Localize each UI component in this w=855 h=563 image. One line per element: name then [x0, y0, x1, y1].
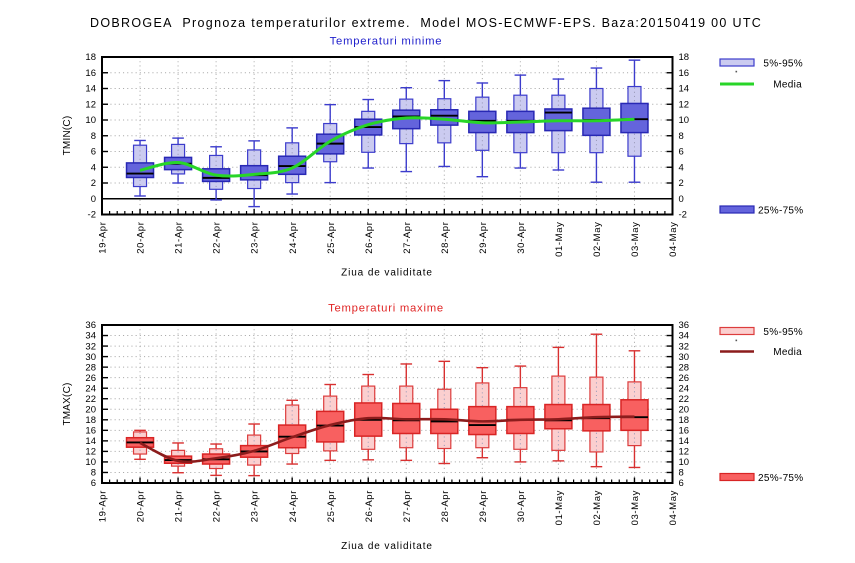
svg-text:25-Apr: 25-Apr — [326, 222, 337, 254]
svg-text:16: 16 — [85, 426, 96, 437]
svg-text:-2: -2 — [88, 210, 96, 221]
svg-text:03-May: 03-May — [630, 490, 641, 525]
svg-text:24: 24 — [679, 383, 690, 394]
svg-text:16: 16 — [679, 68, 690, 79]
svg-text:23-Apr: 23-Apr — [250, 490, 261, 522]
svg-text:30-Apr: 30-Apr — [516, 222, 527, 254]
svg-text:22-Apr: 22-Apr — [212, 490, 223, 522]
svg-text:Media: Media — [773, 347, 802, 358]
svg-text:24-Apr: 24-Apr — [288, 490, 299, 522]
svg-text:23-Apr: 23-Apr — [250, 222, 261, 254]
svg-text:Temperaturi maxime: Temperaturi maxime — [328, 303, 444, 315]
svg-text:28-Apr: 28-Apr — [440, 222, 451, 254]
svg-text:29-Apr: 29-Apr — [478, 222, 489, 254]
svg-text:32: 32 — [85, 341, 96, 352]
svg-text:34: 34 — [679, 331, 690, 342]
svg-text:30: 30 — [679, 352, 690, 363]
svg-text:20: 20 — [679, 404, 690, 415]
svg-text:28-Apr: 28-Apr — [440, 490, 451, 522]
svg-text:28: 28 — [85, 362, 96, 373]
svg-text:32: 32 — [679, 341, 690, 352]
svg-text:TMIN(C): TMIN(C) — [62, 116, 73, 156]
svg-text:16: 16 — [85, 68, 96, 79]
svg-text:21-Apr: 21-Apr — [174, 490, 185, 522]
svg-text:Ziua de validitate: Ziua de validitate — [341, 541, 433, 552]
svg-text:18: 18 — [85, 52, 96, 63]
svg-text:14: 14 — [679, 84, 690, 95]
svg-text:0: 0 — [91, 194, 96, 205]
svg-text:12: 12 — [85, 99, 96, 110]
svg-text:18: 18 — [85, 415, 96, 426]
svg-text:12: 12 — [679, 447, 690, 458]
svg-text:04-May: 04-May — [668, 490, 679, 525]
svg-text:04-May: 04-May — [668, 222, 679, 257]
svg-text:01-May: 01-May — [554, 222, 565, 257]
svg-text:26: 26 — [679, 373, 690, 384]
svg-text:6: 6 — [91, 478, 96, 489]
svg-text:21-Apr: 21-Apr — [174, 222, 185, 254]
svg-text:36: 36 — [85, 320, 96, 331]
svg-text:26-Apr: 26-Apr — [364, 222, 375, 254]
svg-text:12: 12 — [85, 447, 96, 458]
svg-text:DOBROGEA Prognoza temperaturi: DOBROGEA Prognoza temperaturilor extreme… — [90, 16, 762, 30]
svg-text:25%-75%: 25%-75% — [758, 473, 803, 484]
svg-text:10: 10 — [679, 115, 690, 126]
svg-text:4: 4 — [679, 162, 684, 173]
svg-text:Media: Media — [773, 80, 802, 91]
svg-text:0: 0 — [679, 194, 684, 205]
svg-text:02-May: 02-May — [592, 490, 603, 525]
svg-text:10: 10 — [679, 457, 690, 468]
svg-text:03-May: 03-May — [630, 222, 641, 257]
svg-text:20-Apr: 20-Apr — [136, 222, 147, 254]
svg-text:4: 4 — [91, 162, 96, 173]
svg-text:18: 18 — [679, 52, 690, 63]
svg-text:36: 36 — [679, 320, 690, 331]
svg-text:6: 6 — [91, 147, 96, 158]
svg-text:5%-95%: 5%-95% — [763, 59, 803, 70]
svg-text:34: 34 — [85, 331, 96, 342]
svg-text:27-Apr: 27-Apr — [402, 490, 413, 522]
svg-text:25-Apr: 25-Apr — [326, 490, 337, 522]
svg-text:02-May: 02-May — [592, 222, 603, 257]
svg-text:8: 8 — [91, 131, 96, 142]
svg-text:29-Apr: 29-Apr — [478, 490, 489, 522]
svg-text:19-Apr: 19-Apr — [98, 222, 109, 254]
svg-text:26: 26 — [85, 373, 96, 384]
svg-text:10: 10 — [85, 115, 96, 126]
svg-text:28: 28 — [679, 362, 690, 373]
svg-text:8: 8 — [91, 468, 96, 479]
svg-text:2: 2 — [679, 178, 684, 189]
svg-text:Temperaturi minime: Temperaturi minime — [330, 36, 443, 48]
svg-text:-2: -2 — [679, 210, 687, 221]
svg-text:14: 14 — [679, 436, 690, 447]
svg-text:22: 22 — [679, 394, 690, 405]
svg-text:16: 16 — [679, 426, 690, 437]
svg-text:8: 8 — [679, 468, 684, 479]
svg-text:20: 20 — [85, 404, 96, 415]
svg-text:20-Apr: 20-Apr — [136, 490, 147, 522]
svg-text:24: 24 — [85, 383, 96, 394]
svg-text:18: 18 — [679, 415, 690, 426]
svg-text:30: 30 — [85, 352, 96, 363]
svg-text:27-Apr: 27-Apr — [402, 222, 413, 254]
svg-text:Ziua de validitate: Ziua de validitate — [341, 268, 433, 279]
svg-text:24-Apr: 24-Apr — [288, 222, 299, 254]
svg-text:6: 6 — [679, 478, 684, 489]
svg-text:22: 22 — [85, 394, 96, 405]
svg-text:14: 14 — [85, 436, 96, 447]
svg-text:22-Apr: 22-Apr — [212, 222, 223, 254]
svg-text:14: 14 — [85, 84, 96, 95]
svg-text:26-Apr: 26-Apr — [364, 490, 375, 522]
svg-text:10: 10 — [85, 457, 96, 468]
svg-text:25%-75%: 25%-75% — [758, 206, 803, 217]
svg-text:6: 6 — [679, 147, 684, 158]
svg-text:5%-95%: 5%-95% — [763, 327, 803, 338]
svg-text:TMAX(C): TMAX(C) — [62, 382, 73, 425]
svg-text:19-Apr: 19-Apr — [98, 490, 109, 522]
svg-text:01-May: 01-May — [554, 490, 565, 525]
svg-text:2: 2 — [91, 178, 96, 189]
svg-text:30-Apr: 30-Apr — [516, 490, 527, 522]
svg-text:8: 8 — [679, 131, 684, 142]
svg-text:12: 12 — [679, 99, 690, 110]
